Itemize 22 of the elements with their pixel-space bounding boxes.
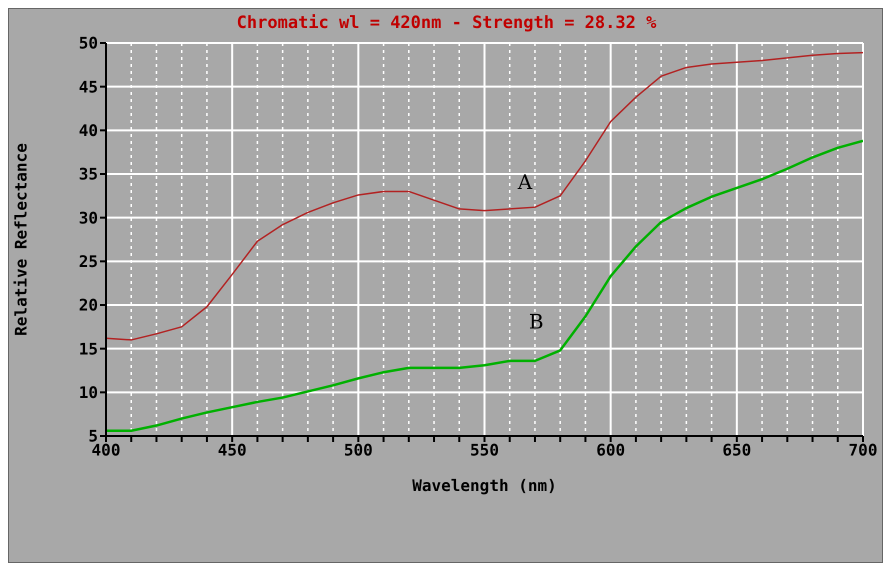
y-tick-label: 35: [78, 164, 98, 184]
x-tick-label: 650: [722, 440, 752, 460]
x-tick-label: 450: [218, 440, 247, 460]
x-tick-label: 600: [596, 440, 626, 460]
y-tick-label: 20: [78, 296, 98, 315]
x-tick-label: 700: [848, 440, 878, 460]
y-axis-title: Relative Reflectance: [12, 143, 31, 336]
x-tick-label: 550: [470, 440, 499, 460]
chart-title: Chromatic wl = 420nm - Strength = 28.32 %: [236, 13, 658, 33]
y-tick-label: 50: [78, 34, 98, 53]
series-label: B: [528, 309, 544, 334]
line-series: [106, 140, 863, 432]
x-tick-label: 500: [344, 440, 373, 460]
y-tick-label: 30: [78, 208, 98, 228]
y-tick-label: 10: [78, 383, 98, 402]
y-tick-label: 40: [78, 121, 98, 140]
series-label: A: [516, 170, 533, 194]
y-tick-label: 25: [78, 252, 98, 272]
y-tick-label: 15: [78, 339, 98, 358]
x-axis-title: Wavelength (nm): [412, 476, 557, 495]
line-series: [106, 52, 863, 341]
y-tick-label: 45: [78, 77, 98, 96]
